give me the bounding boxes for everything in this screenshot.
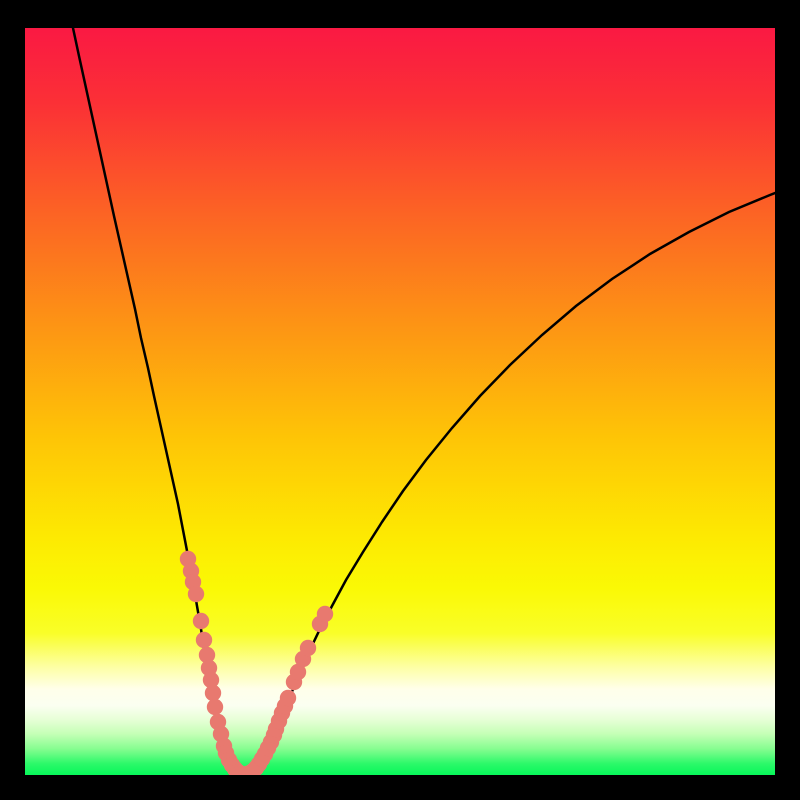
plot-area [25,28,775,775]
frame-right [775,0,800,800]
data-marker [280,690,296,706]
data-marker [207,699,223,715]
data-marker [317,606,333,622]
markers-svg [25,28,775,775]
frame-bottom [0,775,800,800]
data-marker [193,613,209,629]
data-marker [300,640,316,656]
frame-left [0,0,25,800]
data-marker [205,685,221,701]
markers-right-group [239,606,333,775]
data-marker [196,632,212,648]
markers-left-group [180,551,248,775]
data-marker [188,586,204,602]
chart-stage: TheBottleneck.com [0,0,800,800]
frame-top [0,0,800,28]
